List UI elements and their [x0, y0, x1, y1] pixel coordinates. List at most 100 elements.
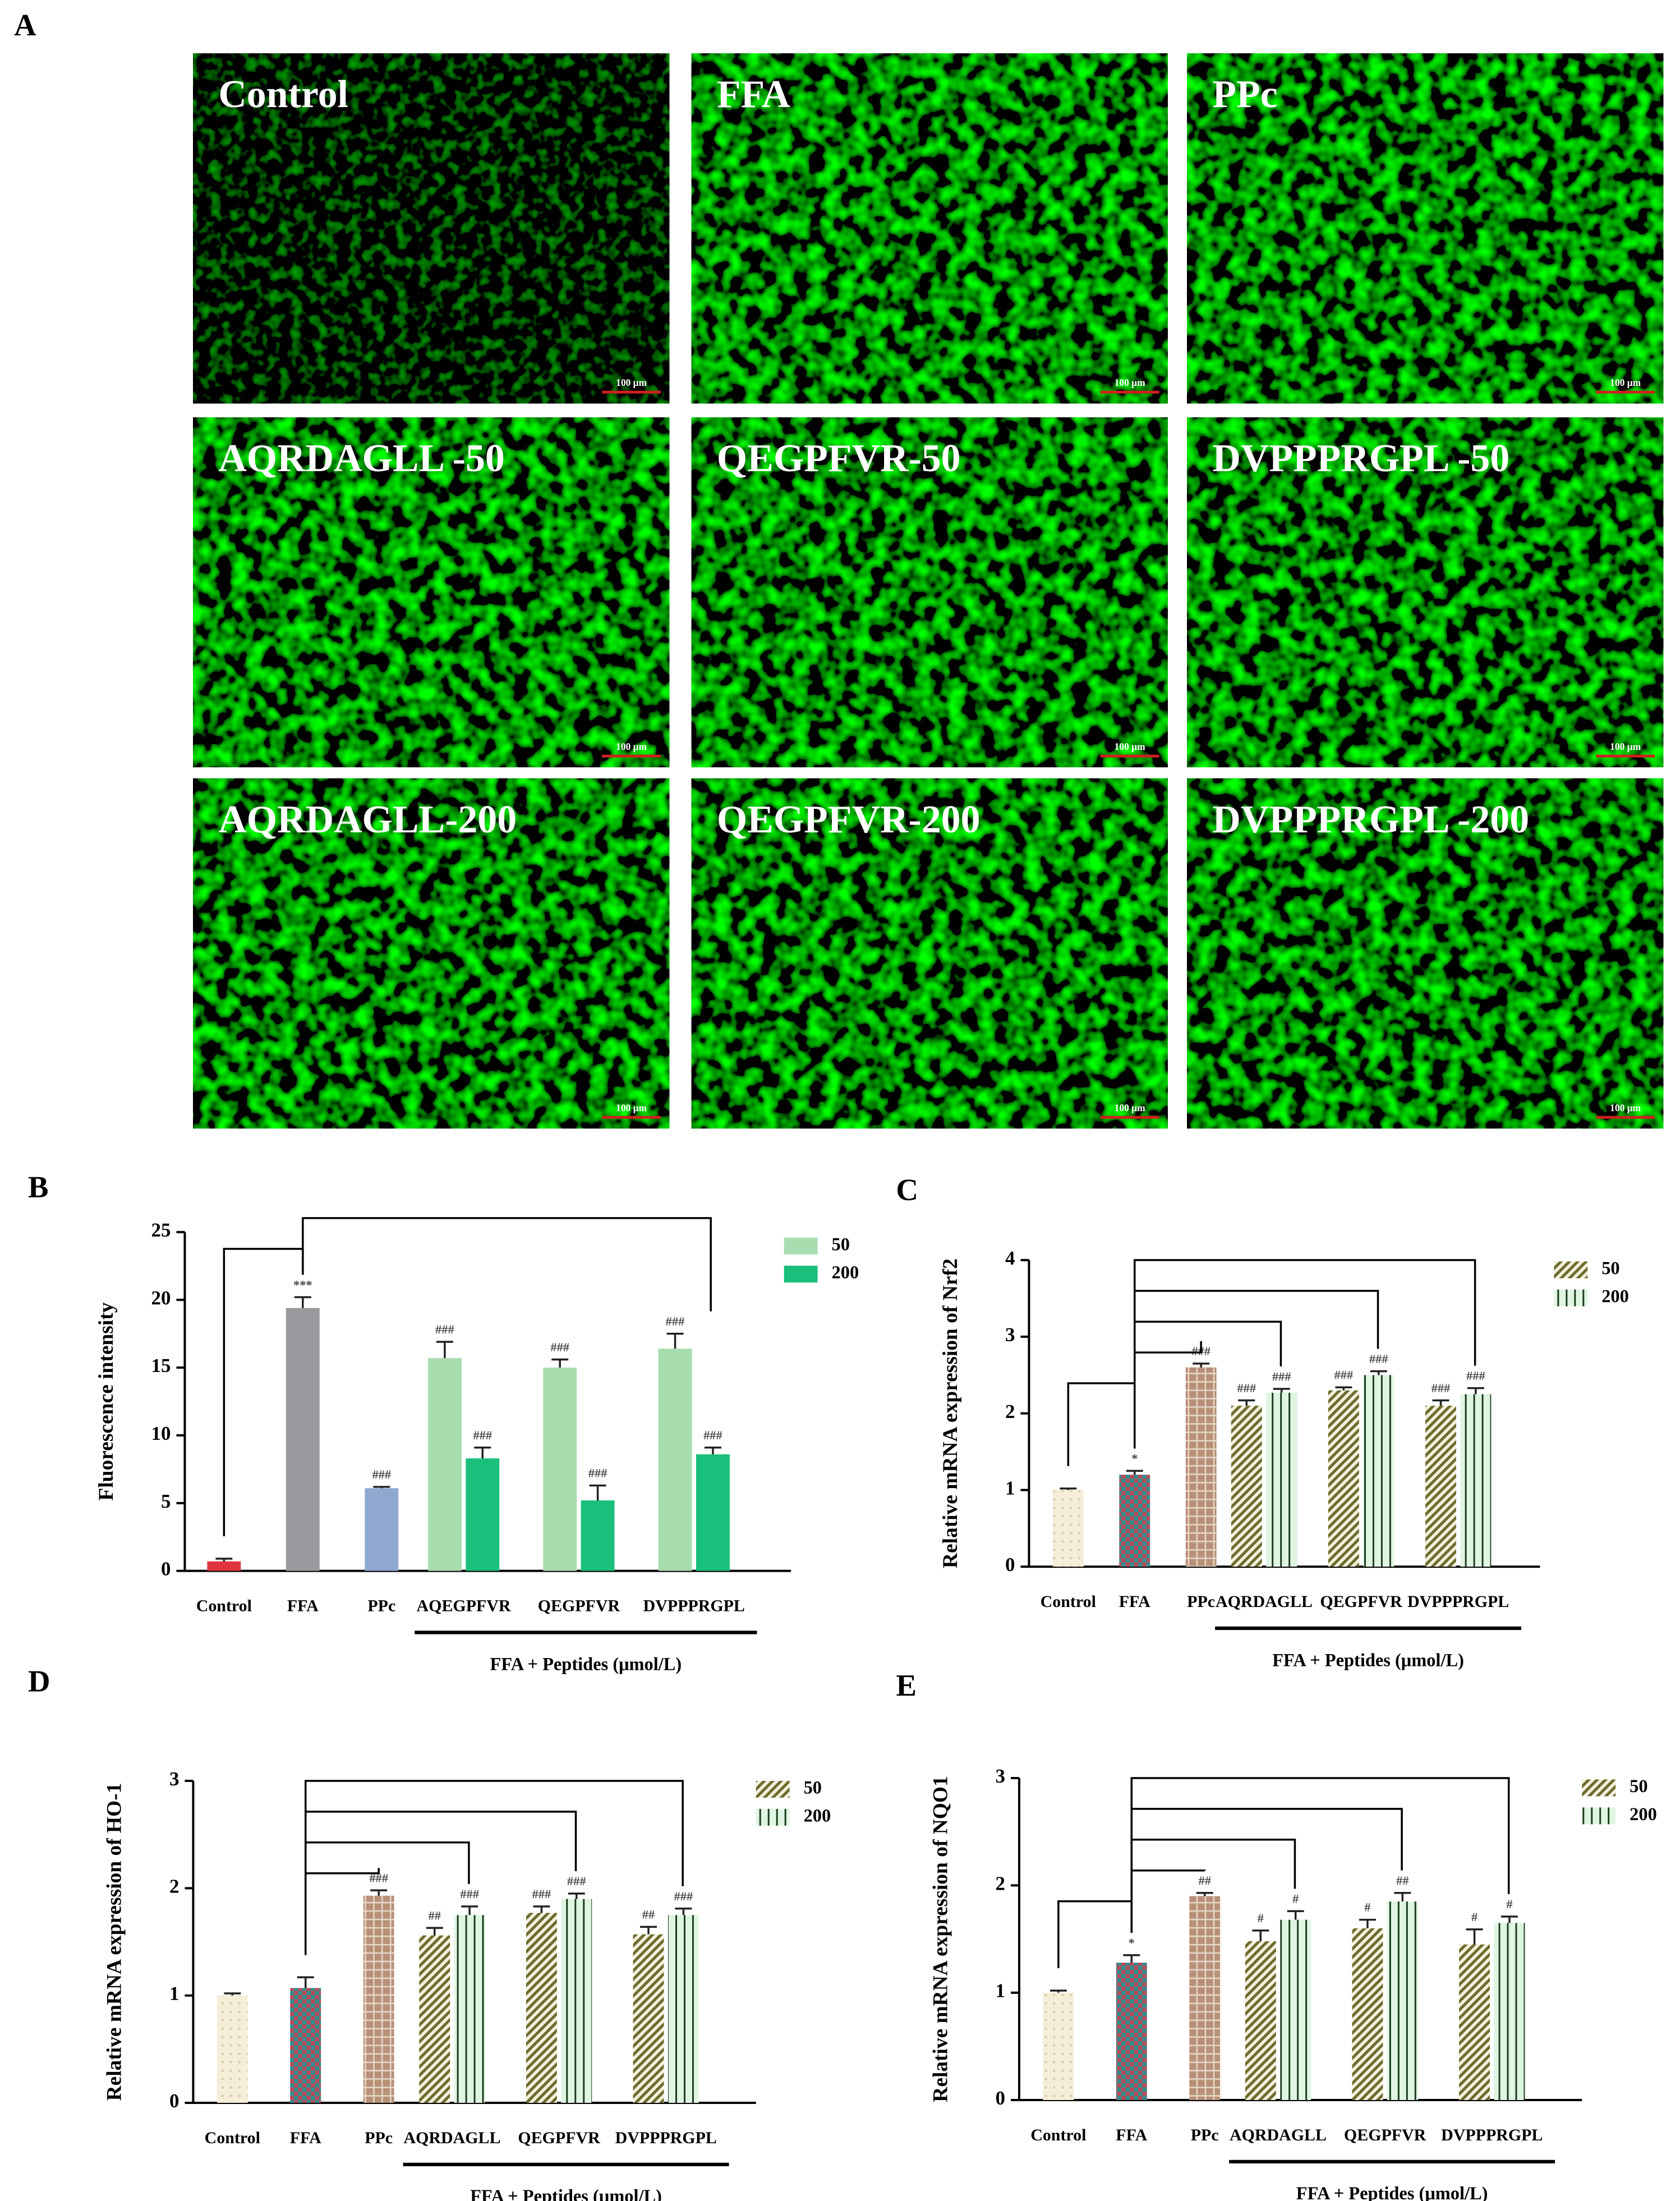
group-label: FFA + Peptides (μmol/L)	[470, 2186, 662, 2201]
bar	[466, 1458, 500, 1571]
legend-label: 50	[804, 1778, 822, 1798]
legend-label: 50	[1630, 1776, 1647, 1797]
y-tick-label: 2	[996, 1872, 1005, 1894]
y-tick-label: 4	[1005, 1247, 1015, 1269]
x-tick-label: FFA	[1119, 1592, 1150, 1611]
bar	[561, 1899, 592, 2103]
bar	[1052, 1490, 1084, 1567]
x-tick-label: QEGPFVR	[538, 1596, 620, 1615]
y-axis-label: Fluorescence intensity	[95, 1302, 118, 1500]
significance: *	[1131, 1451, 1138, 1465]
y-tick-label: 0	[1005, 1554, 1015, 1576]
significance: ###	[550, 1340, 569, 1354]
image-label: QEGPFVR-200	[717, 798, 981, 841]
bar	[658, 1348, 692, 1571]
image-label: DVPPPRGPL -200	[1212, 798, 1529, 841]
group-label: FFA + Peptides (μmol/L)	[1296, 2184, 1488, 2201]
y-tick-label: 2	[169, 1875, 179, 1897]
legend-label: 200	[1601, 1286, 1629, 1306]
x-tick-label: Control	[1041, 1592, 1096, 1611]
x-tick-label: DVPPPRGPL	[615, 2129, 717, 2147]
scale-label: 100 μm	[1115, 1102, 1145, 1113]
y-axis-label: Relative mRNA expression of Nrf2	[939, 1259, 962, 1568]
significance: ###	[435, 1322, 454, 1336]
error-bar	[1394, 1891, 1411, 1902]
bar	[696, 1454, 730, 1571]
error-bar	[640, 1926, 657, 1935]
x-tick-label: AQRDAGLL	[1230, 2126, 1327, 2144]
significance: #	[1258, 1911, 1264, 1925]
significance: ##	[1396, 1873, 1409, 1887]
panel-label: D	[28, 1664, 50, 1698]
significance: #	[1292, 1891, 1299, 1905]
legend-swatch	[1554, 1289, 1588, 1306]
y-tick-label: 1	[169, 1983, 179, 2005]
significance: ###	[372, 1467, 391, 1481]
scale-label: 100 μm	[616, 377, 647, 388]
micrograph	[193, 417, 670, 767]
image-label: PPc	[1212, 73, 1277, 116]
significance: ###	[703, 1428, 722, 1442]
error-bar	[568, 1893, 585, 1899]
error-bar	[215, 1558, 233, 1562]
error-bar	[436, 1341, 453, 1359]
error-bar	[704, 1446, 721, 1454]
error-bar	[1193, 1362, 1210, 1367]
error-bar	[1126, 1470, 1143, 1475]
error-bar	[1432, 1399, 1449, 1406]
significance: ###	[567, 1874, 586, 1888]
x-tick-label: FFA	[290, 2129, 321, 2147]
bar	[1231, 1406, 1262, 1567]
bar	[427, 1358, 462, 1571]
error-bar	[1060, 1487, 1077, 1490]
x-tick-label: QEGPFVR	[1320, 1592, 1402, 1611]
bar	[1116, 1963, 1147, 2101]
legend-swatch	[756, 1808, 790, 1826]
error-bar	[666, 1333, 684, 1349]
bar	[1352, 1928, 1383, 2101]
error-bar	[1501, 1915, 1518, 1923]
y-tick-label: 1	[1005, 1477, 1015, 1499]
y-axis-label: Relative mRNA expression of HO-1	[103, 1783, 126, 2101]
error-bar	[1335, 1386, 1352, 1390]
micrograph	[193, 53, 670, 404]
error-bar	[1123, 1954, 1140, 1963]
bracket	[1067, 1382, 1136, 1466]
error-bar	[589, 1484, 606, 1500]
error-bar	[1252, 1929, 1269, 1941]
y-tick-label: 0	[996, 2087, 1005, 2109]
error-bar	[297, 1976, 314, 1988]
scale-label: 100 μm	[1610, 741, 1641, 752]
image-label: QEGPFVR-50	[717, 437, 961, 480]
image-label: DVPPPRGPL -50	[1212, 437, 1509, 480]
panel-label: E	[896, 1668, 917, 1702]
y-tick-label: 10	[151, 1422, 171, 1444]
x-tick-label: DVPPPRGPL	[643, 1596, 745, 1615]
legend-swatch	[784, 1237, 818, 1255]
significance: ###	[1466, 1369, 1485, 1383]
y-tick-label: 0	[161, 1558, 171, 1580]
image-label: AQRDAGLL-200	[218, 798, 517, 841]
bar	[1425, 1406, 1456, 1567]
image-label: Control	[218, 73, 348, 116]
bar	[1266, 1392, 1297, 1567]
scale-label: 100 μm	[1610, 377, 1641, 388]
bar	[1494, 1923, 1525, 2101]
bar	[286, 1307, 320, 1571]
micrograph	[691, 53, 1168, 404]
y-tick-label: 20	[151, 1287, 171, 1309]
x-tick-label: FFA	[287, 1596, 319, 1615]
significance: #	[1506, 1897, 1512, 1911]
error-bar	[1273, 1388, 1290, 1393]
legend-label: 50	[1601, 1258, 1619, 1278]
significance: ###	[588, 1466, 607, 1480]
bar	[1189, 1896, 1221, 2101]
significance: #	[1364, 1900, 1370, 1914]
error-bar	[461, 1905, 478, 1915]
bar	[217, 1995, 248, 2103]
significance: *	[1129, 1936, 1135, 1950]
scale-label: 100 μm	[616, 1102, 647, 1113]
error-bar	[1466, 1928, 1483, 1945]
bracket	[1130, 1777, 1510, 1933]
